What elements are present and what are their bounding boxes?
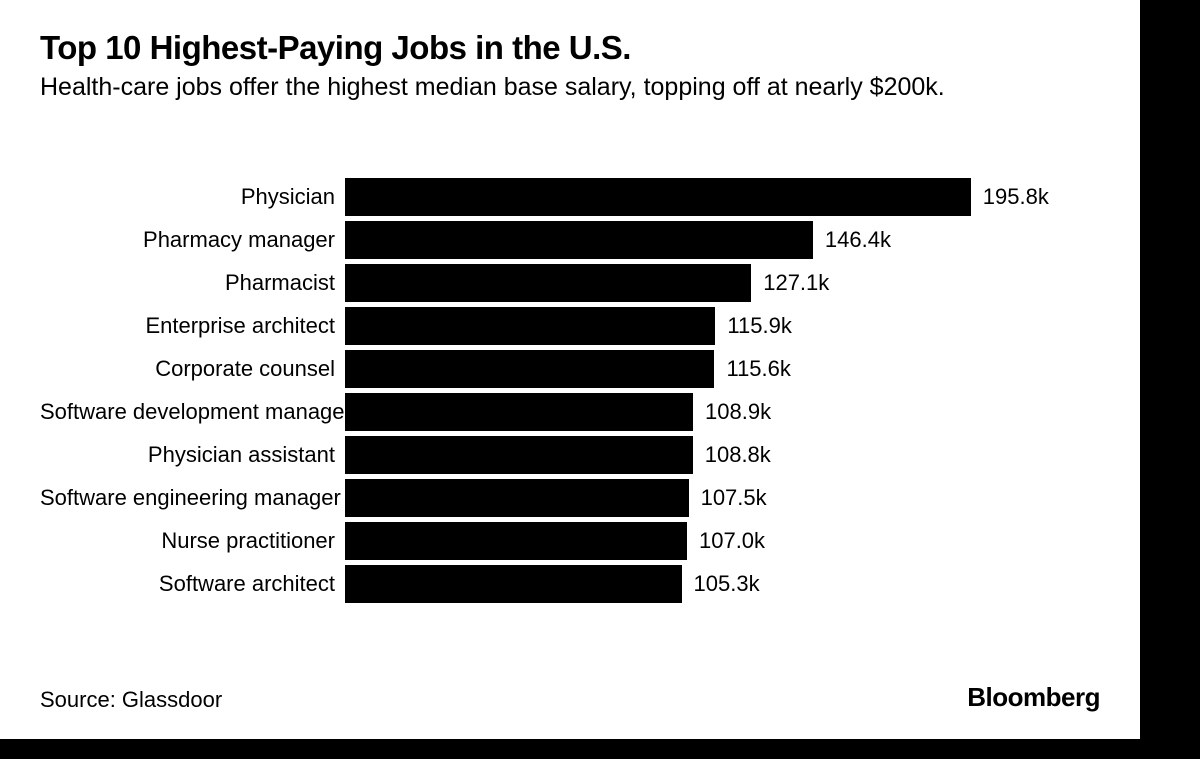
brand-label: Bloomberg [967,682,1100,713]
bar-wrap: 127.1k [345,264,1100,302]
bar [345,479,689,517]
category-label: Enterprise architect [40,313,345,339]
bar-wrap: 115.9k [345,307,1100,345]
value-label: 127.1k [751,270,829,296]
category-label: Corporate counsel [40,356,345,382]
category-label: Software development manager [40,399,345,425]
bar-row: Enterprise architect 115.9k [40,304,1100,347]
chart-title: Top 10 Highest-Paying Jobs in the U.S. [40,30,1100,66]
category-label: Pharmacist [40,270,345,296]
category-label: Physician [40,184,345,210]
bar [345,264,751,302]
bar-row: Nurse practitioner 107.0k [40,519,1100,562]
chart-subtitle: Health-care jobs offer the highest media… [40,72,1040,103]
source-label: Source: Glassdoor [40,687,222,713]
bar-row: Software architect 105.3k [40,562,1100,605]
bar-wrap: 115.6k [345,350,1100,388]
value-label: 146.4k [813,227,891,253]
value-label: 195.8k [971,184,1049,210]
bar-row: Pharmacy manager 146.4k [40,218,1100,261]
chart-header: Top 10 Highest-Paying Jobs in the U.S. H… [0,0,1140,104]
bar [345,178,971,216]
category-label: Software engineering manager [40,485,345,511]
bar [345,350,714,388]
bar-wrap: 108.8k [345,436,1100,474]
value-label: 105.3k [682,571,760,597]
bar-row: Software development manager 108.9k [40,390,1100,433]
bar-chart: Physician195.8kPharmacy manager146.4kPha… [40,175,1100,605]
bar-wrap: 105.3k [345,565,1100,603]
bar [345,565,682,603]
bar-row: Physician assistant 108.8k [40,433,1100,476]
category-label: Software architect [40,571,345,597]
bar-row: Corporate counsel 115.6k [40,347,1100,390]
chart-footer: Source: Glassdoor Bloomberg [40,682,1100,713]
bar-row: Pharmacist 127.1k [40,261,1100,304]
bar [345,436,693,474]
bar-wrap: 108.9k [345,393,1100,431]
bar [345,221,813,259]
bar [345,393,693,431]
bar-wrap: 107.5k [345,479,1100,517]
bar [345,307,715,345]
value-label: 107.5k [689,485,767,511]
value-label: 108.9k [693,399,771,425]
bar [345,522,687,560]
value-label: 115.9k [715,313,791,339]
value-label: 108.8k [693,442,771,468]
category-label: Physician assistant [40,442,345,468]
bar-wrap: 146.4k [345,221,1100,259]
category-label: Nurse practitioner [40,528,345,554]
bar-row: Physician 195.8k [40,175,1100,218]
category-label: Pharmacy manager [40,227,345,253]
bar-wrap: 107.0k [345,522,1100,560]
chart-canvas: Top 10 Highest-Paying Jobs in the U.S. H… [0,0,1140,739]
value-label: 107.0k [687,528,765,554]
bar-row: Software engineering manager 107.5k [40,476,1100,519]
value-label: 115.6k [714,356,790,382]
bar-wrap: 195.8k [345,178,1100,216]
